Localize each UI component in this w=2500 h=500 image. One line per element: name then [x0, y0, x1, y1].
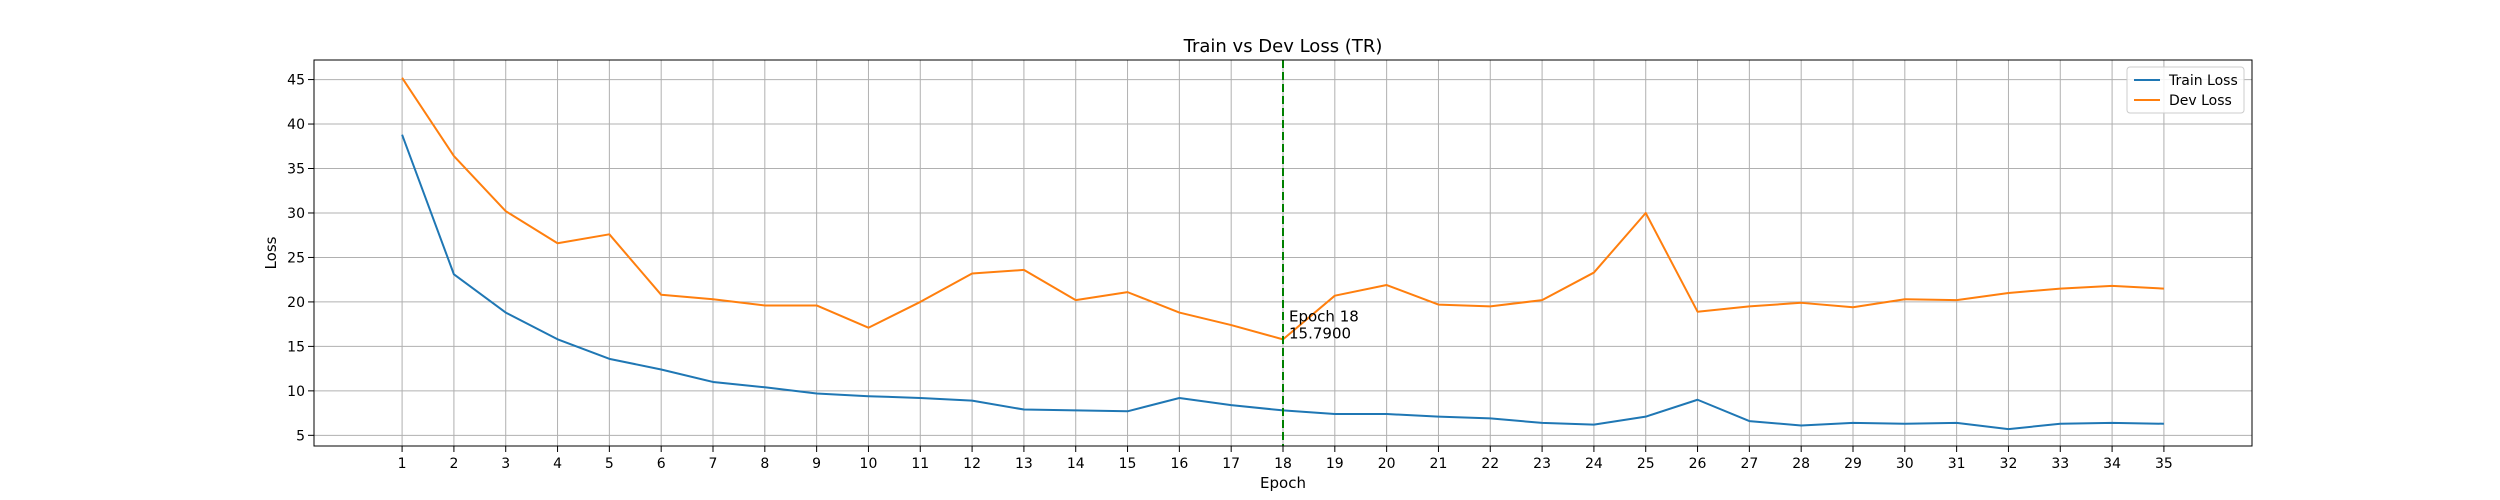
y-tick-label: 40	[287, 117, 305, 133]
x-tick-label: 28	[1792, 456, 1810, 472]
legend: Train Loss Dev Loss	[2126, 66, 2245, 114]
x-tick-label: 5	[605, 456, 614, 472]
plot-frame	[313, 59, 2253, 447]
x-tick-label: 11	[911, 456, 929, 472]
y-tick-label: 10	[287, 384, 305, 400]
x-tick-label: 12	[963, 456, 981, 472]
x-tick-label: 7	[709, 456, 718, 472]
x-tick-label: 23	[1533, 456, 1551, 472]
x-tick-label: 30	[1896, 456, 1914, 472]
x-tick-label: 10	[860, 456, 878, 472]
x-tick-label: 3	[501, 456, 510, 472]
x-tick-label: 20	[1378, 456, 1396, 472]
x-tick-label: 27	[1740, 456, 1758, 472]
y-axis-label: Loss	[262, 236, 280, 269]
y-tick-label: 45	[287, 73, 305, 89]
legend-label-train-loss: Train Loss	[2168, 73, 2238, 89]
x-tick-label: 14	[1067, 456, 1085, 472]
x-tick-label: 31	[1948, 456, 1966, 472]
x-tick-label: 18	[1274, 456, 1292, 472]
x-tick-label: 29	[1844, 456, 1862, 472]
y-tick-label: 25	[287, 250, 305, 266]
x-tick-label: 26	[1689, 456, 1707, 472]
x-tick-label: 17	[1222, 456, 1240, 472]
x-tick-label: 33	[2051, 456, 2069, 472]
y-tick-label: 30	[287, 206, 305, 222]
y-tick-label: 5	[296, 428, 305, 444]
x-tick-label: 32	[2000, 456, 2018, 472]
y-tick-label: 35	[287, 162, 305, 178]
y-tick-label: 15	[287, 339, 305, 355]
x-tick-label: 1	[398, 456, 407, 472]
x-tick-label: 13	[1015, 456, 1033, 472]
y-tick-label: 20	[287, 295, 305, 311]
annotation-value-label: 15.7900	[1289, 324, 1351, 342]
x-axis-label: Epoch	[1260, 474, 1306, 492]
annotation: Epoch 18 15.7900	[1289, 307, 1359, 342]
x-tick-label: 2	[449, 456, 458, 472]
x-tick-label: 21	[1430, 456, 1448, 472]
legend-box	[2126, 66, 2245, 114]
x-tick-label: 24	[1585, 456, 1603, 472]
x-tick-label: 4	[553, 456, 562, 472]
x-tick-label: 25	[1637, 456, 1655, 472]
x-tick-label: 15	[1119, 456, 1137, 472]
annotation-epoch-label: Epoch 18	[1289, 307, 1359, 325]
x-tick-label: 19	[1326, 456, 1344, 472]
x-tick-label: 9	[812, 456, 821, 472]
legend-label-dev-loss: Dev Loss	[2169, 93, 2232, 109]
x-tick-label: 34	[2103, 456, 2121, 472]
x-tick-label: 22	[1481, 456, 1499, 472]
x-tick-label: 16	[1170, 456, 1188, 472]
x-tick-label: 35	[2155, 456, 2173, 472]
x-tick-label: 6	[657, 456, 666, 472]
grid	[314, 60, 2252, 446]
chart-title: Train vs Dev Loss (TR)	[1183, 36, 1383, 57]
ticks-layer: 1 2 3 4 5 6 7 8 9 10 11 12 13 14 15 16 17 18 19 20 21 22 23 24 2…	[287, 73, 2173, 472]
x-tick-label: 8	[760, 456, 769, 472]
